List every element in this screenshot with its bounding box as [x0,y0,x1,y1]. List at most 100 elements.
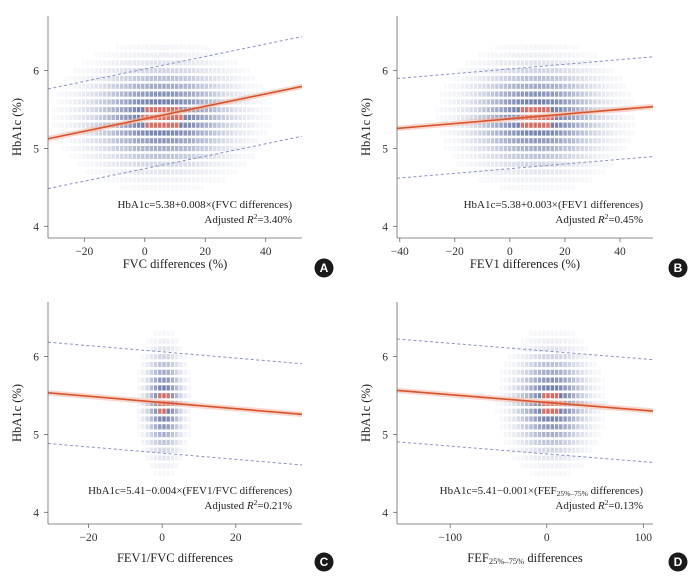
density-cell [525,68,529,74]
density-cell [94,138,98,144]
density-cell [166,60,170,66]
density-cell [529,107,533,113]
density-cell [242,75,247,82]
density-cell [507,161,512,167]
density-cell [166,432,170,438]
density-cell [94,130,98,136]
density-cell [546,91,550,97]
density-cell [183,416,187,422]
density-cell [584,130,589,136]
density-cell [149,130,153,136]
density-cell [128,52,132,58]
density-cell [115,153,120,159]
density-cell [461,146,465,152]
density-cell [57,92,60,97]
density-cell [546,146,550,152]
density-cell [563,161,567,167]
r2-symbol: R [246,214,254,226]
density-cell [213,83,217,89]
density-cell [162,447,166,453]
density-cell [166,385,170,391]
density-cell [589,53,592,58]
density-cell [111,146,115,152]
density-cell [602,393,605,398]
r2-symbol: R [246,500,254,512]
density-cell [162,177,166,183]
density-cell [580,416,584,422]
density-cell [537,470,542,477]
y-axis-title: HbA1c (%) [10,98,24,156]
density-cell [602,385,605,390]
y-tick-label: 4 [382,507,388,519]
density-cell [546,408,550,414]
density-cell [584,146,589,152]
density-cell [153,52,158,58]
density-cell [103,75,107,82]
density-cell [533,153,537,159]
density-cell [115,75,120,82]
density-cell [512,447,516,453]
density-cell [153,338,158,344]
density-cell [499,393,503,399]
density-cell [516,99,520,105]
density-cell [435,115,438,120]
density-cell [166,184,170,191]
density-cell [580,99,584,105]
density-cell [56,122,60,128]
density-cell [461,68,465,74]
density-cell [478,153,482,159]
density-cell [86,122,90,128]
density-cell [568,331,571,336]
density-cell [563,146,567,152]
density-cell [175,455,179,461]
density-cell [593,153,597,159]
density-cell [550,68,554,74]
density-cell [482,75,486,82]
density-cell [478,114,482,120]
density-cell [230,91,234,97]
density-cell [589,408,593,414]
density-cell [546,99,550,105]
density-cell [107,114,111,120]
density-cell [593,114,597,120]
density-cell [221,122,225,128]
density-cell [542,169,546,175]
density-cell [149,146,153,152]
density-cell [469,68,473,74]
density-cell [537,424,542,430]
density-cell [614,83,618,89]
density-cell [507,439,512,445]
density-cell [213,138,217,144]
density-cell [520,455,525,461]
density-cell [507,75,512,82]
density-cell [559,75,563,82]
r2-value: =0.13% [608,500,643,512]
density-cell [120,146,124,152]
density-cell [124,114,128,120]
density-cell [563,346,567,352]
density-cell [554,377,559,383]
density-cell [589,416,593,422]
density-cell [162,439,166,445]
density-cell [580,60,584,66]
density-cell [187,114,192,120]
density-cell [597,91,601,97]
density-cell [234,68,238,74]
density-cell [499,122,503,128]
density-cell [65,146,68,151]
density-cell [175,385,179,391]
density-cell [166,408,170,414]
density-cell [448,146,451,151]
density-cell [550,439,554,445]
density-cell [443,130,448,136]
density-cell [128,83,132,89]
density-cell [443,99,448,105]
density-cell [247,75,251,82]
density-cell [529,393,533,399]
density-cell [453,76,456,81]
density-cell [124,146,128,152]
density-cell [490,107,495,113]
density-cell [90,60,94,66]
density-cell [242,99,247,105]
density-cell [533,169,537,175]
